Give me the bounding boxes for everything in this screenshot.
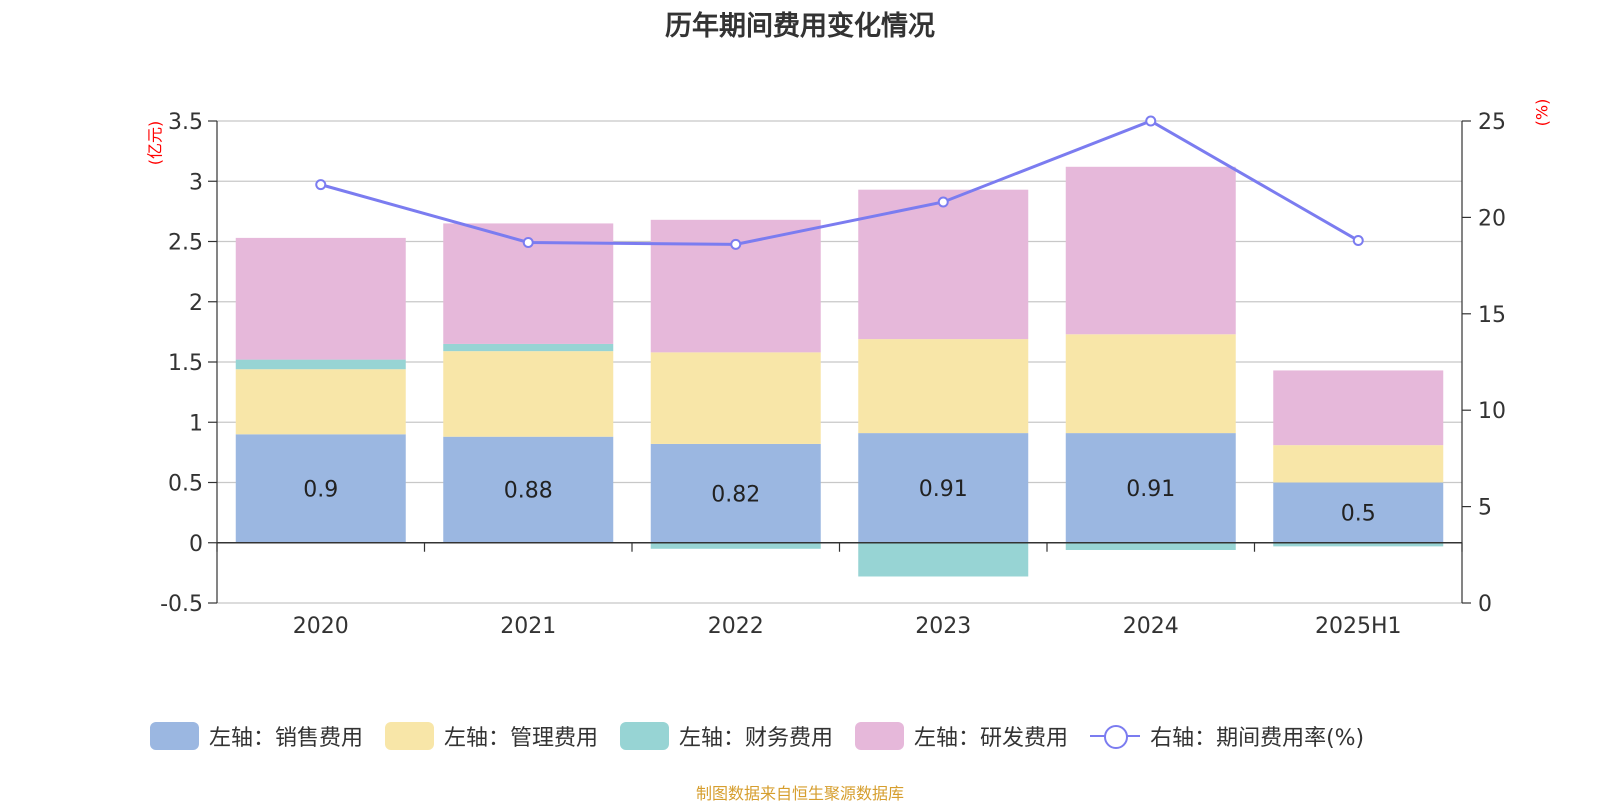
left-tick-label: 2.5 <box>168 231 203 256</box>
right-tick-label: 5 <box>1478 496 1492 521</box>
data-label: 0.88 <box>504 479 553 504</box>
left-tick-label: 1.5 <box>168 351 203 376</box>
x-tick-label: 2025H1 <box>1315 614 1402 639</box>
bar-admin <box>1273 445 1444 483</box>
bar-rnd <box>1273 370 1444 446</box>
x-tick-label: 2023 <box>915 614 971 639</box>
rate-line-series <box>315 115 1364 250</box>
rate-point <box>1145 115 1157 127</box>
legend-swatch-rate <box>1090 722 1141 750</box>
bar-finance <box>1273 542 1444 547</box>
bar-sales <box>1065 433 1236 543</box>
right-tick-label: 10 <box>1478 399 1506 424</box>
bar-sales <box>858 433 1029 543</box>
bar-series <box>235 166 1444 577</box>
data-label: 0.91 <box>919 477 968 502</box>
left-tick-label: 1 <box>189 411 203 436</box>
bar-sales <box>443 436 614 543</box>
left-tick-label: 2 <box>189 291 203 316</box>
x-tick-label: 2024 <box>1123 614 1179 639</box>
legend-item-admin[interactable]: 左轴：管理费用 <box>385 720 598 752</box>
legend-swatch-admin <box>385 722 435 750</box>
bar-finance <box>650 542 821 549</box>
bar-rnd <box>858 189 1029 340</box>
data-label: 0.82 <box>711 482 760 507</box>
bar-admin <box>1065 334 1236 434</box>
bar-sales <box>235 434 406 543</box>
bar-admin <box>650 352 821 444</box>
legend-label: 左轴：财务费用 <box>679 726 834 751</box>
left-tick-label: 0.5 <box>168 472 203 497</box>
right-tick-label: 0 <box>1478 592 1492 617</box>
rate-point <box>937 196 949 208</box>
x-tick-label: 2022 <box>708 614 764 639</box>
right-tick-label: 25 <box>1478 110 1506 135</box>
right-tick-label: 20 <box>1478 206 1506 231</box>
legend-item-sales[interactable]: 左轴：销售费用 <box>150 720 363 752</box>
data-label: 0.9 <box>303 478 338 503</box>
bar-finance <box>1065 542 1236 550</box>
left-tick-label: 3 <box>189 170 203 195</box>
left-tick-label: 3.5 <box>168 110 203 135</box>
axes: -0.5 0 0.5 1 1.5 2 2.5 3 3.5 0 5 10 15 20 25 2020 2021 20… <box>160 110 1506 639</box>
legend-label: 左轴：研发费用 <box>914 726 1069 751</box>
data-label: 0.5 <box>1341 502 1376 527</box>
bar-admin <box>235 369 406 435</box>
legend-item-rnd[interactable]: 左轴：研发费用 <box>855 720 1068 752</box>
bar-sales <box>1273 482 1444 543</box>
rate-line <box>320 119 1359 246</box>
legend-label: 左轴：销售费用 <box>209 726 364 751</box>
data-source-note: 制图数据来自恒生聚源数据库 <box>695 784 904 803</box>
left-tick-label: -0.5 <box>160 592 203 617</box>
bar-admin <box>443 351 614 437</box>
data-label: 0.91 <box>1126 477 1175 502</box>
legend-label: 右轴：期间费用率(%) <box>1150 726 1365 751</box>
x-tick-label: 2021 <box>500 614 556 639</box>
bar-rnd <box>1065 166 1236 335</box>
bar-rnd <box>235 237 406 360</box>
chart-title: 历年期间费用变化情况 <box>665 11 935 42</box>
rate-point <box>730 238 742 250</box>
rate-point <box>1352 235 1364 247</box>
bar-finance <box>858 542 1029 577</box>
legend-swatch-sales <box>150 722 199 750</box>
legend-item-finance[interactable]: 左轴：财务费用 <box>620 720 833 752</box>
chart-plot: -0.5 0 0.5 1 1.5 2 2.5 3 3.5 0 5 10 15 20 25 2020 2021 20… <box>160 110 1506 639</box>
legend-item-rate[interactable]: 右轴：期间费用率(%) <box>1090 720 1364 752</box>
left-tick-label: 0 <box>189 532 203 557</box>
legend-swatch-rnd <box>855 722 905 750</box>
legend-swatch-finance <box>620 722 670 750</box>
bar-admin <box>858 339 1029 434</box>
right-tick-label: 15 <box>1478 303 1506 328</box>
bar-finance <box>235 359 406 370</box>
rate-point <box>522 236 534 248</box>
bar-finance <box>443 343 614 352</box>
data-labels: 0.9 0.88 0.82 0.91 0.91 0.5 <box>303 477 1376 527</box>
legend: 左轴：销售费用 左轴：管理费用 左轴：财务费用 左轴：研发费用 右轴：期间费用率… <box>150 720 1386 752</box>
x-tick-label: 2020 <box>293 614 349 639</box>
rate-point <box>315 179 327 191</box>
bar-sales <box>650 443 821 543</box>
legend-label: 左轴：管理费用 <box>444 726 599 751</box>
